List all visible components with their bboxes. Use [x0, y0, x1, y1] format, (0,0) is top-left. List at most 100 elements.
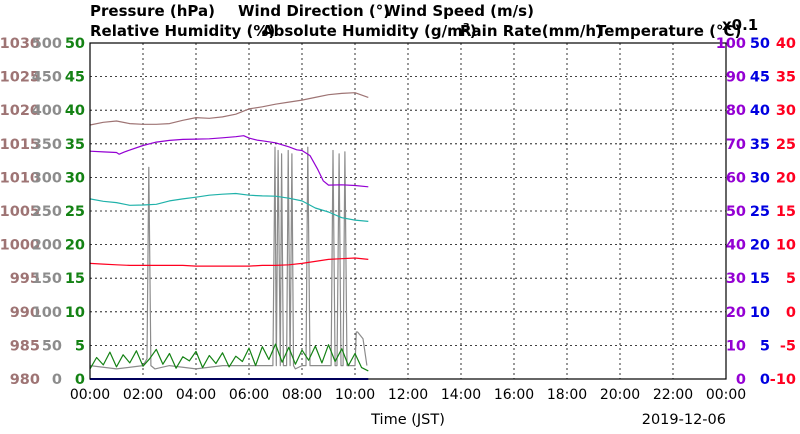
y-tick-humidity: 60 — [726, 170, 746, 186]
y-tick-rain-rate: 30 — [750, 170, 770, 186]
y-tick-temperature: 0 — [786, 305, 796, 321]
y-tick-humidity: 40 — [726, 238, 746, 254]
x-tick-label: 12:00 — [388, 387, 428, 403]
y-tick-temperature: 10 — [776, 238, 796, 254]
y-tick-wind-direction: 350 — [32, 137, 62, 153]
y-tick-humidity: 0 — [736, 372, 746, 388]
x-tick-label: 18:00 — [547, 387, 587, 403]
legend-absolute-humidity-sup: 3 — [463, 22, 470, 33]
x-tick-label: 20:00 — [600, 387, 640, 403]
legend: Pressure (hPa) Wind Direction (°) Wind S… — [90, 2, 758, 40]
y-tick-wind-speed: 15 — [65, 271, 85, 287]
legend-temperature: Temperature (°C) — [596, 22, 741, 40]
y-tick-wind-speed: 5 — [75, 338, 85, 354]
y-tick-wind-direction: 150 — [32, 271, 62, 287]
y-tick-wind-direction: 500 — [32, 36, 62, 52]
y-tick-temperature: 20 — [776, 170, 796, 186]
y-tick-rain-rate: 20 — [750, 238, 770, 254]
y-tick-humidity: 10 — [726, 338, 746, 354]
y-tick-wind-direction: 200 — [32, 238, 62, 254]
x-axis-ticks: 00:00 02:00 04:00 06:00 08:00 10:00 12:00 14:00… — [70, 387, 746, 403]
y-tick-pressure: 1015 — [0, 137, 40, 153]
legend-absolute-humidity: Absolute Humidity (g/m3) — [262, 22, 477, 40]
y-tick-wind-direction: 300 — [32, 170, 62, 186]
legend-absolute-humidity-close: ) — [470, 22, 477, 40]
y-tick-wind-speed: 30 — [65, 170, 85, 186]
y-tick-wind-speed: 0 — [75, 372, 85, 388]
y-tick-temperature: 40 — [776, 36, 796, 52]
grid — [90, 43, 726, 379]
y-tick-wind-speed: 40 — [65, 103, 85, 119]
series-wind-direction — [89, 146, 368, 370]
y-tick-humidity: 80 — [726, 103, 746, 119]
y-tick-humidity: 30 — [726, 271, 746, 287]
y-tick-temperature: -5 — [780, 338, 796, 354]
y-tick-pressure: 985 — [10, 338, 40, 354]
y-tick-pressure: 990 — [10, 305, 40, 321]
y-tick-rain-rate: 50 — [750, 36, 770, 52]
y-tick-rain-rate: 0 — [760, 372, 770, 388]
y-tick-wind-direction: 400 — [32, 103, 62, 119]
series-wind-speed — [89, 343, 369, 372]
y-tick-wind-direction: 450 — [32, 70, 62, 86]
x-tick-label: 22:00 — [653, 387, 693, 403]
y-tick-rain-rate: 45 — [750, 70, 770, 86]
date-label: 2019-12-06 — [642, 412, 726, 428]
y-tick-temperature: 25 — [776, 137, 796, 153]
y-tick-humidity: 90 — [726, 70, 746, 86]
legend-absolute-humidity-main: Absolute Humidity (g/m — [262, 22, 463, 40]
y-tick-wind-speed: 35 — [65, 137, 85, 153]
x-tick-label: 16:00 — [494, 387, 534, 403]
series-absolute-humidity — [89, 192, 369, 222]
y-tick-temperature: 5 — [786, 271, 796, 287]
legend-rain-scale-note: x0.1 — [722, 16, 758, 34]
x-tick-label: 04:00 — [176, 387, 216, 403]
y-tick-rain-rate: 35 — [750, 137, 770, 153]
y-tick-rain-rate: 10 — [750, 305, 770, 321]
y-tick-rain-rate: 40 — [750, 103, 770, 119]
y-tick-pressure: 1020 — [0, 103, 40, 119]
x-axis-label: Time (JST) — [370, 412, 445, 428]
y-tick-humidity: 100 — [716, 36, 746, 52]
legend-wind-direction: Wind Direction (°) — [238, 2, 390, 20]
y-tick-pressure: 1025 — [0, 70, 40, 86]
y-tick-rain-rate: 5 — [760, 338, 770, 354]
y-tick-humidity: 50 — [726, 204, 746, 220]
y-tick-temperature: 35 — [776, 70, 796, 86]
y-tick-wind-speed: 45 — [65, 70, 85, 86]
legend-relative-humidity: Relative Humidity (%) — [90, 22, 275, 40]
y-tick-humidity: 20 — [726, 305, 746, 321]
x-tick-label: 00:00 — [706, 387, 746, 403]
legend-pressure: Pressure (hPa) — [90, 2, 215, 20]
y-axis-ticks: 9809859909951000100510101015102010251030… — [0, 36, 796, 388]
y-tick-pressure: 980 — [10, 372, 40, 388]
y-tick-pressure: 1030 — [0, 36, 40, 52]
series-pressure — [89, 92, 369, 126]
x-tick-label: 14:00 — [441, 387, 481, 403]
x-tick-label: 06:00 — [229, 387, 269, 403]
y-tick-wind-direction: 0 — [52, 372, 62, 388]
series-relative-humidity — [89, 135, 369, 188]
x-tick-label: 00:00 — [70, 387, 110, 403]
legend-rain-rate: Rain Rate(mm/h) — [460, 22, 603, 40]
plot-border — [89, 42, 727, 380]
y-tick-wind-direction: 250 — [32, 204, 62, 220]
y-tick-wind-speed: 20 — [65, 238, 85, 254]
y-tick-wind-direction: 100 — [32, 305, 62, 321]
y-tick-pressure: 995 — [10, 271, 40, 287]
legend-wind-speed: Wind Speed (m/s) — [384, 2, 534, 20]
y-tick-temperature: -10 — [770, 372, 796, 388]
y-tick-humidity: 70 — [726, 137, 746, 153]
y-tick-rain-rate: 15 — [750, 271, 770, 287]
y-tick-temperature: 15 — [776, 204, 796, 220]
y-tick-temperature: 30 — [776, 103, 796, 119]
y-tick-rain-rate: 25 — [750, 204, 770, 220]
y-tick-pressure: 1005 — [0, 204, 40, 220]
y-tick-wind-speed: 50 — [65, 36, 85, 52]
series-temperature — [89, 257, 369, 267]
y-tick-wind-speed: 25 — [65, 204, 85, 220]
x-tick-label: 08:00 — [282, 387, 322, 403]
y-tick-pressure: 1000 — [0, 238, 40, 254]
y-tick-pressure: 1010 — [0, 170, 40, 186]
